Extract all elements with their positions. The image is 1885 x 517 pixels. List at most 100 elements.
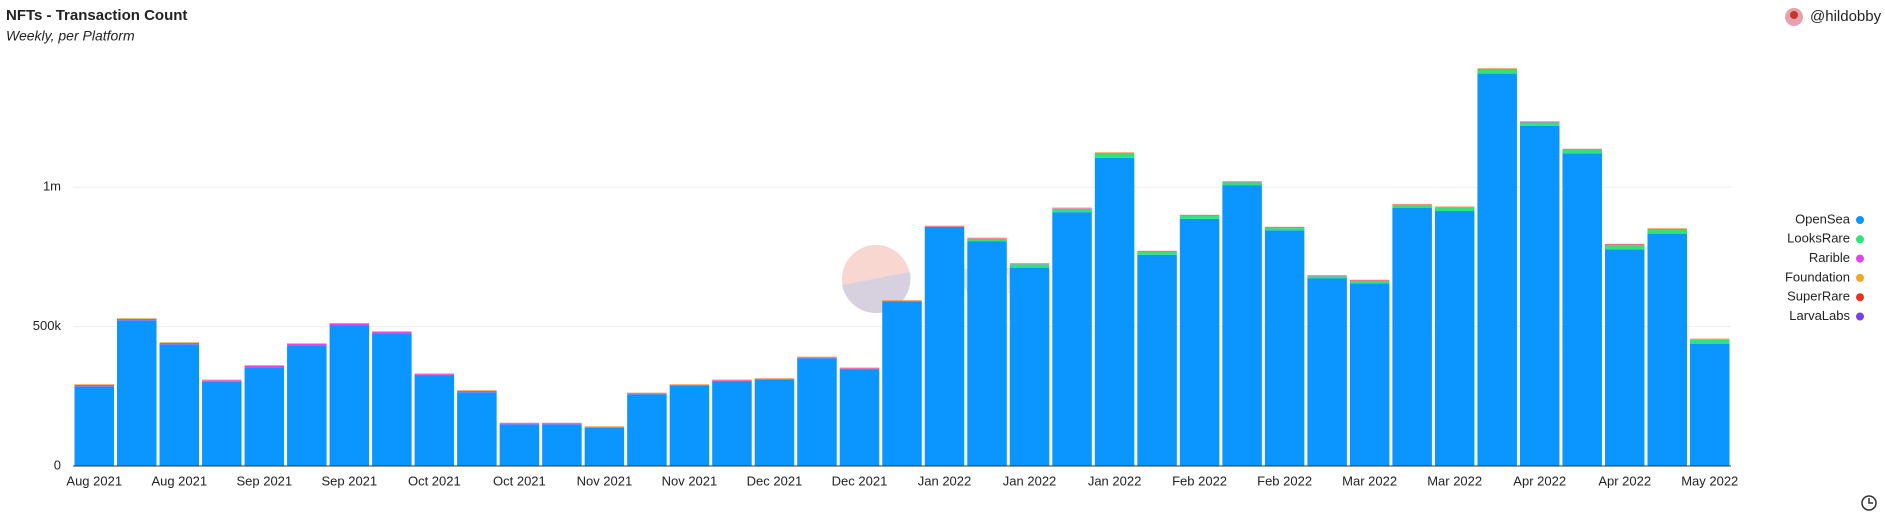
bar-segment [1392,204,1432,206]
bar-segment [1094,153,1135,158]
bar-segment [1392,205,1432,208]
bar-segment [1647,233,1687,466]
legend-marker [1856,235,1864,244]
bar-segment [159,342,200,345]
x-tick-label: Feb 2022 [1172,473,1227,488]
bar-segment [1222,182,1262,186]
x-tick-label: Dec 2021 [747,473,803,488]
bar-segment [839,368,880,370]
bar-segment [372,333,412,466]
bar-segment [244,365,285,368]
x-tick-label: Dec 2021 [832,473,888,488]
bar-segment [1052,207,1092,209]
bar-segment [1562,149,1602,150]
bar-segment [1477,68,1517,70]
x-tick-label: May 2022 [1681,473,1738,488]
x-tick-label: Sep 2021 [236,473,292,488]
legend-marker [1856,273,1864,282]
bar-segment [882,300,922,302]
bar-segment [414,373,455,375]
x-tick-label: Aug 2021 [151,473,207,488]
bar-segment [329,323,370,324]
legend-marker [1856,254,1864,263]
bar-segment [1519,121,1560,122]
bar-segment [1562,153,1602,467]
bar-segment [329,325,370,466]
author[interactable]: @hildobby [1810,8,1882,25]
bar-segment [712,380,752,382]
clock-icon[interactable] [1861,495,1877,511]
bar-segment [1052,212,1092,466]
bar-segment [797,358,837,466]
bar-segment [1179,215,1220,217]
bar-segment [457,392,497,466]
x-tick-label: Feb 2022 [1257,473,1312,488]
x-tick-label: Nov 2021 [662,473,718,488]
bar-segment [1519,125,1560,466]
bar-segment [1222,185,1262,466]
bar-segment [1179,216,1220,219]
x-tick-label: Apr 2022 [1513,473,1566,488]
bar-segment [1647,228,1687,230]
bar-segment [1647,229,1687,234]
bar-segment [967,238,1007,242]
bar-segment [1009,263,1050,265]
bar-segment [1094,152,1135,154]
bar-segment [1009,267,1050,466]
x-tick-label: Oct 2021 [493,473,546,488]
bar-segment [74,384,115,385]
x-tick-label: Aug 2021 [66,473,122,488]
legend-label: Rarible [1809,250,1850,265]
bar-segment [754,379,795,466]
bar-segment [1137,252,1177,255]
bar-segment [202,381,242,466]
y-tick-label: 500k [33,318,62,333]
x-tick-label: Apr 2022 [1598,473,1651,488]
legend-marker [1856,293,1864,302]
bar-segment [712,379,752,381]
bar-segment [924,225,965,227]
bar-segment [967,241,1007,466]
bar-segment [1349,281,1390,284]
chart-subtitle: Weekly, per Platform [6,28,135,44]
bar-segment [839,369,880,466]
bar-segment [584,427,625,428]
bar-segment [244,367,285,466]
bar-segment [1562,148,1602,150]
bar-segment [1434,206,1475,208]
bar-segment [882,301,922,466]
bar-segment [882,300,922,301]
bar-segment [457,390,497,393]
x-tick-label: Jan 2022 [1088,473,1142,488]
legend-label: LarvaLabs [1789,308,1850,323]
bar-segment [754,378,795,379]
x-tick-label: Sep 2021 [321,473,377,488]
bar-segment [1052,208,1092,209]
bar-segment [1307,276,1347,279]
bar-segment [669,385,710,466]
bar-segment [74,386,115,466]
bar-segment [117,318,157,319]
bar-segment [1392,204,1432,205]
legend-label: LooksRare [1787,231,1850,246]
chart-title: NFTs - Transaction Count [6,7,187,24]
x-tick-label: Nov 2021 [577,473,633,488]
bar-segment [1307,275,1347,277]
bar-segment [1477,73,1517,467]
bar-segment [542,423,582,425]
bar-segment [542,424,582,466]
avatar-detail [1790,11,1798,19]
bar-segment [1137,250,1177,252]
bar-segment [244,365,285,366]
bar-segment [1519,121,1560,123]
bar-segment [1179,214,1220,216]
bar-segment [627,392,667,394]
bar-segment [1264,226,1305,228]
bar-segment [159,344,200,466]
bar-segment [1307,275,1347,276]
bar-segment [797,356,837,358]
bar-segment [329,323,370,326]
bar-segment [1349,280,1390,282]
bar-segment [1604,243,1645,245]
bar-segment [1094,153,1135,154]
